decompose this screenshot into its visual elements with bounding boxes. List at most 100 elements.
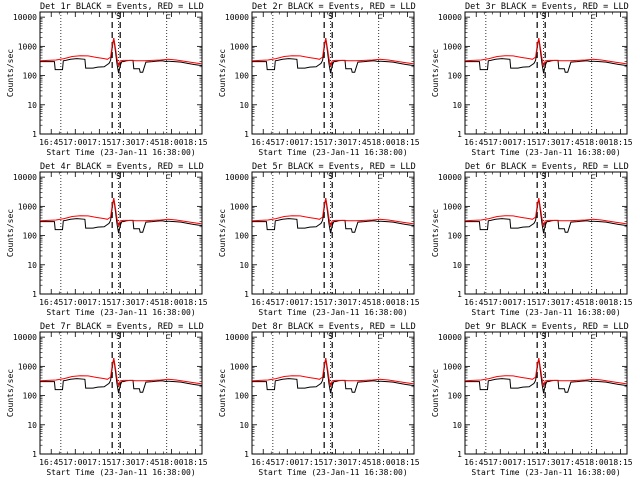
x-tick-label: 16:45 [251,138,275,147]
plot-title: Det 5r BLACK = Events, RED = LLD [252,162,416,172]
x-tick-label: 17:45 [347,138,371,147]
x-tick-label: 17:00 [63,298,87,307]
x-tick-label: 17:00 [488,138,512,147]
marker-label: S [328,332,333,341]
x-tick-label: 17:30 [111,458,135,467]
y-tick-label: 10 [239,101,249,110]
events-line [252,198,415,234]
y-tick-label: 100 [23,72,38,81]
x-tick-label: 18:15 [396,138,420,147]
plot-title: Det 3r BLACK = Events, RED = LLD [465,2,629,12]
marker-label: S [541,172,546,181]
plot-panel: Det 3r BLACK = Events, RED = LLD 1 10 100 10… [431,2,633,157]
plot-title: Det 6r BLACK = Events, RED = LLD [465,162,629,172]
lld-line [464,198,628,228]
plot-frame [39,331,203,455]
plot-panel: Det 4r BLACK = Events, RED = LLD 1 10 100 10… [6,162,208,317]
x-tick-label: 17:15 [512,138,536,147]
y-tick-label: 1 [244,450,249,459]
x-tick-label: 18:00 [584,298,608,307]
x-tick-label: 17:15 [87,458,111,467]
x-tick-label: 17:00 [63,138,87,147]
events-line [252,38,415,74]
x-tick-label: 18:00 [159,298,183,307]
x-tick-label: 17:00 [488,298,512,307]
y-tick-label: 10000 [225,13,249,22]
y-tick-label: 100 [448,392,463,401]
x-tick-label: 17:15 [299,138,323,147]
marker-label: ⊏ [591,332,596,341]
y-tick-label: 10 [452,101,462,110]
marker-label: S [328,12,333,21]
plot-panel: Det 6r BLACK = Events, RED = LLD 1 10 100 10… [431,162,633,317]
plot-title: Det 2r BLACK = Events, RED = LLD [252,2,416,12]
y-axis-label: Counts/sec [431,49,440,97]
x-tick-label: 17:45 [135,298,159,307]
y-tick-label: 1 [32,450,37,459]
x-tick-label: 17:00 [275,458,299,467]
y-tick-label: 10000 [438,173,462,182]
x-tick-label: 18:00 [371,138,395,147]
marker-label: ⊏ [591,172,596,181]
y-axis-label: Counts/sec [431,209,440,257]
x-tick-label: 17:30 [111,298,135,307]
y-tick-label: 10 [239,421,249,430]
marker-label: ⊏ [591,12,596,21]
plot-title: Det 4r BLACK = Events, RED = LLD [40,162,204,172]
x-axis-label: Start Time (23-Jan-11 16:38:00) [471,148,620,157]
x-tick-label: 17:30 [323,458,347,467]
plot-frame [251,171,415,295]
events-line [252,358,415,394]
marker-label: ⊏ [166,12,171,21]
marker-label: S [116,332,121,341]
plot-title: Det 8r BLACK = Events, RED = LLD [252,322,416,332]
x-axis-label: Start Time (23-Jan-11 16:38:00) [46,468,195,477]
x-tick-label: 17:30 [536,298,560,307]
y-tick-label: 1000 [443,42,462,51]
y-axis-label: Counts/sec [6,369,15,417]
y-tick-label: 1000 [443,202,462,211]
plot-title: Det 7r BLACK = Events, RED = LLD [40,322,204,332]
plot-frame [39,171,203,295]
lld-line [251,358,415,388]
marker-label: ⊏ [166,332,171,341]
plot-frame [251,331,415,455]
marker-label: S [116,12,121,21]
y-tick-label: 10000 [13,13,37,22]
x-tick-label: 16:45 [251,298,275,307]
x-tick-label: 17:15 [87,298,111,307]
plot-frame [39,11,203,135]
x-tick-label: 17:00 [275,298,299,307]
y-tick-label: 10000 [225,173,249,182]
x-tick-label: 18:15 [609,458,633,467]
y-tick-label: 100 [23,232,38,241]
plot-title: Det 1r BLACK = Events, RED = LLD [40,2,204,12]
plot-panel: Det 5r BLACK = Events, RED = LLD 1 10 100 10… [218,162,420,317]
plot-title: Det 9r BLACK = Events, RED = LLD [465,322,629,332]
y-tick-label: 10 [27,101,37,110]
lld-line [39,198,203,228]
x-tick-label: 16:45 [464,138,488,147]
x-tick-label: 17:15 [512,298,536,307]
x-tick-label: 17:45 [347,458,371,467]
y-tick-label: 100 [235,232,250,241]
x-tick-label: 17:45 [560,138,584,147]
x-axis-label: Start Time (23-Jan-11 16:38:00) [258,308,407,317]
lld-line [251,198,415,228]
y-tick-label: 1 [457,450,462,459]
x-tick-label: 16:45 [39,458,63,467]
y-tick-label: 100 [23,392,38,401]
x-tick-label: 18:00 [371,458,395,467]
events-line [40,38,203,74]
y-tick-label: 1 [244,130,249,139]
y-tick-label: 1000 [443,362,462,371]
events-line [465,358,628,394]
x-tick-label: 17:45 [347,298,371,307]
plot-frame [464,11,628,135]
marker-label: S [541,12,546,21]
y-axis-label: Counts/sec [6,209,15,257]
x-tick-label: 16:45 [39,138,63,147]
x-tick-label: 17:30 [323,298,347,307]
y-tick-label: 10000 [13,333,37,342]
events-line [465,38,628,74]
